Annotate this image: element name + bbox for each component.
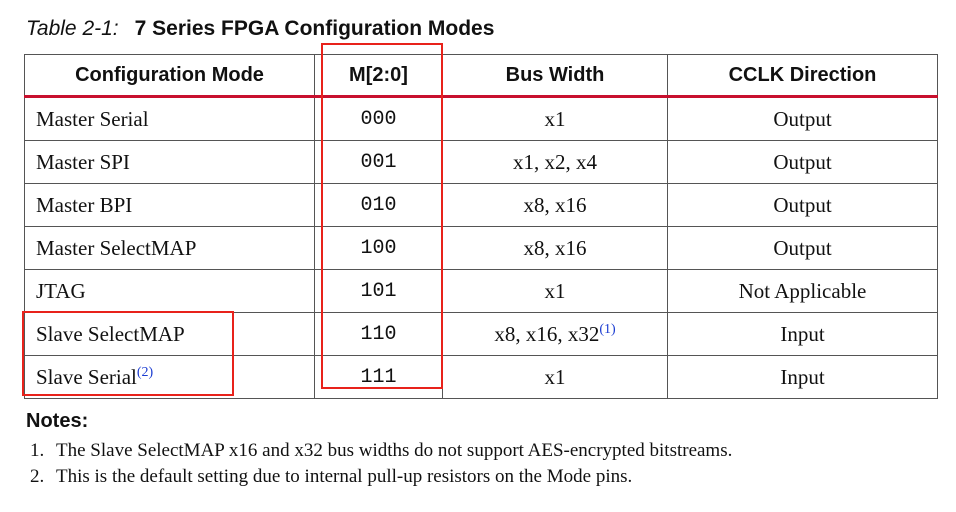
bus-width-value: x1, x2, x4 bbox=[513, 149, 597, 174]
mode-cell: Slave Serial(2) bbox=[24, 355, 315, 399]
bus-width-cell: x8, x16, x32(1) bbox=[442, 312, 668, 356]
cclk-direction-cell: Output bbox=[667, 183, 938, 227]
header-configuration-mode: Configuration Mode bbox=[24, 54, 315, 98]
cclk-direction-cell: Output bbox=[667, 140, 938, 184]
cclk-direction-cell: Input bbox=[667, 355, 938, 399]
bus-width-cell: x8, x16 bbox=[442, 183, 668, 227]
cclk-direction-cell: Output bbox=[667, 226, 938, 270]
note-text: This is the default setting due to inter… bbox=[56, 466, 633, 487]
bus-width-value: x8, x16 bbox=[523, 235, 587, 260]
footnote-ref: (2) bbox=[136, 364, 154, 380]
cclk-direction-cell: Output bbox=[667, 96, 938, 141]
table-row: Slave SelectMAP 110 x8, x16, x32(1) Inpu… bbox=[24, 312, 938, 356]
table-row: Master SelectMAP 100 x8, x16 Output bbox=[24, 226, 938, 270]
header-mode-pins: M[2:0] bbox=[314, 54, 443, 98]
mode-name: Master SelectMAP bbox=[36, 235, 197, 260]
mode-name: Master Serial bbox=[36, 106, 149, 131]
bus-width-cell: x1 bbox=[442, 96, 668, 141]
mode-name: Slave SelectMAP bbox=[36, 321, 185, 346]
note-text: The Slave SelectMAP x16 and x32 bus widt… bbox=[56, 440, 733, 461]
mode-pins-highlight-box bbox=[321, 43, 443, 389]
table-number: Table 2-1: bbox=[26, 17, 119, 40]
table-row: Master SPI 001 x1, x2, x4 Output bbox=[24, 140, 938, 184]
table-caption: Table 2-1: 7 Series FPGA Configuration Mo… bbox=[26, 17, 494, 41]
mode-cell: Master SelectMAP bbox=[24, 226, 315, 270]
table-title: 7 Series FPGA Configuration Modes bbox=[134, 17, 495, 40]
header-cclk-direction: CCLK Direction bbox=[667, 54, 938, 98]
mode-cell: Slave SelectMAP bbox=[24, 312, 315, 356]
note-item: 2. This is the default setting due to int… bbox=[30, 466, 632, 488]
mode-cell: Master BPI bbox=[24, 183, 315, 227]
mode-name: Master SPI bbox=[36, 149, 130, 174]
table-row: Master Serial 000 x1 Output bbox=[24, 96, 938, 141]
bus-width-value: x8, x16, x32 bbox=[494, 321, 600, 346]
mode-pins-cell: 010 bbox=[314, 183, 443, 227]
table-row: Master BPI 010 x8, x16 Output bbox=[24, 183, 938, 227]
mode-pins-cell: 000 bbox=[314, 96, 443, 141]
mode-pins-cell: 001 bbox=[314, 140, 443, 184]
mode-cell: JTAG bbox=[24, 269, 315, 313]
mode-pins-cell: 101 bbox=[314, 269, 443, 313]
mode-cell: Master Serial bbox=[24, 96, 315, 141]
bus-width-cell: x1 bbox=[442, 355, 668, 399]
note-number: 1. bbox=[30, 440, 45, 461]
bus-width-value: x1 bbox=[544, 278, 566, 303]
bus-width-cell: x1, x2, x4 bbox=[442, 140, 668, 184]
note-item: 1. The Slave SelectMAP x16 and x32 bus wi… bbox=[30, 440, 732, 462]
mode-pins-cell: 111 bbox=[314, 355, 443, 399]
table-row: Slave Serial(2) 111 x1 Input bbox=[24, 355, 938, 399]
bus-width-value: x8, x16 bbox=[523, 192, 587, 217]
table-header-row: Configuration Mode M[2:0] Bus Width CCLK… bbox=[24, 54, 938, 98]
bus-width-cell: x1 bbox=[442, 269, 668, 313]
bus-width-value: x1 bbox=[544, 106, 566, 131]
cclk-direction-cell: Not Applicable bbox=[667, 269, 938, 313]
header-bus-width: Bus Width bbox=[442, 54, 668, 98]
mode-name: JTAG bbox=[36, 278, 86, 303]
footnote-ref: (1) bbox=[599, 321, 616, 337]
table-row: JTAG 101 x1 Not Applicable bbox=[24, 269, 938, 313]
mode-name: Slave Serial bbox=[36, 364, 137, 389]
mode-cell: Master SPI bbox=[24, 140, 315, 184]
cclk-direction-cell: Input bbox=[667, 312, 938, 356]
mode-name: Master BPI bbox=[36, 192, 133, 217]
bus-width-cell: x8, x16 bbox=[442, 226, 668, 270]
bus-width-value: x1 bbox=[544, 364, 566, 389]
notes-heading: Notes: bbox=[26, 410, 89, 432]
configuration-modes-table: Configuration Mode M[2:0] Bus Width CCLK… bbox=[24, 54, 938, 399]
note-number: 2. bbox=[30, 466, 45, 487]
mode-pins-cell: 100 bbox=[314, 226, 443, 270]
slave-modes-highlight-box bbox=[22, 311, 234, 396]
